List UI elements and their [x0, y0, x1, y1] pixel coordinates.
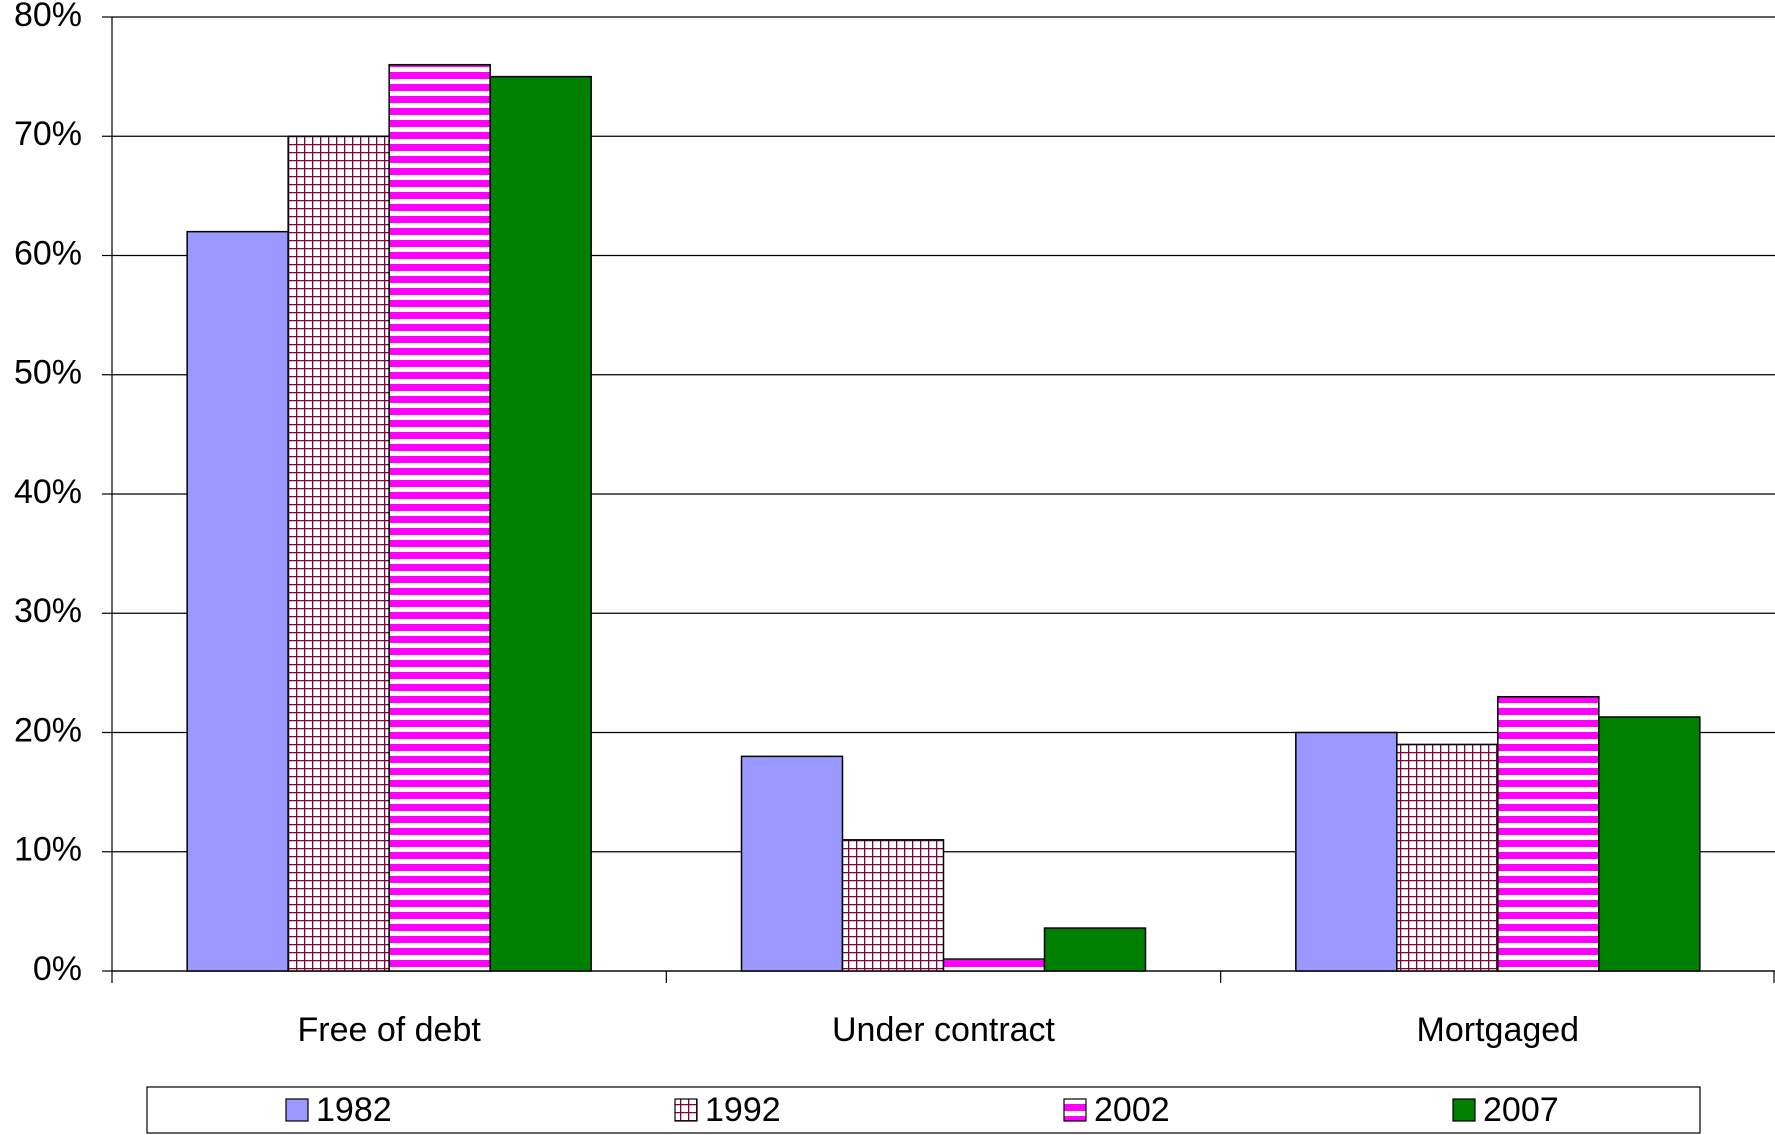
legend-swatch — [1452, 1098, 1476, 1122]
x-tick-label: Mortgaged — [1417, 1011, 1580, 1049]
y-tick-label: 10% — [14, 831, 82, 869]
bar — [1497, 695, 1600, 972]
x-tick-label: Free of debt — [297, 1011, 481, 1049]
bar — [489, 75, 592, 972]
y-tick-label: 60% — [14, 234, 82, 272]
bar — [1598, 716, 1701, 972]
y-tick-label: 30% — [14, 592, 82, 630]
bar — [287, 135, 390, 972]
legend-label: 2007 — [1483, 1091, 1559, 1129]
bar — [740, 755, 844, 972]
legend-label: 1992 — [705, 1091, 781, 1129]
bar — [1043, 927, 1147, 972]
bar — [1396, 743, 1499, 972]
bar — [841, 839, 945, 972]
bar — [1295, 731, 1398, 972]
legend-swatch — [674, 1098, 698, 1122]
legend-label: 2002 — [1094, 1091, 1170, 1129]
legend-swatch — [1063, 1098, 1087, 1122]
bar — [186, 230, 289, 972]
y-tick-label: 0% — [33, 950, 82, 988]
legend-box — [146, 1086, 1701, 1134]
y-tick-label: 80% — [14, 0, 82, 34]
legend-label: 1982 — [316, 1091, 392, 1129]
y-tick-label: 50% — [14, 354, 82, 392]
y-tick-label: 40% — [14, 473, 82, 511]
legend-swatch — [285, 1098, 309, 1122]
y-tick-label: 20% — [14, 711, 82, 749]
y-tick-label: 70% — [14, 115, 82, 153]
bar — [942, 958, 1046, 972]
bar — [388, 63, 491, 972]
x-tick-label: Under contract — [832, 1011, 1056, 1049]
